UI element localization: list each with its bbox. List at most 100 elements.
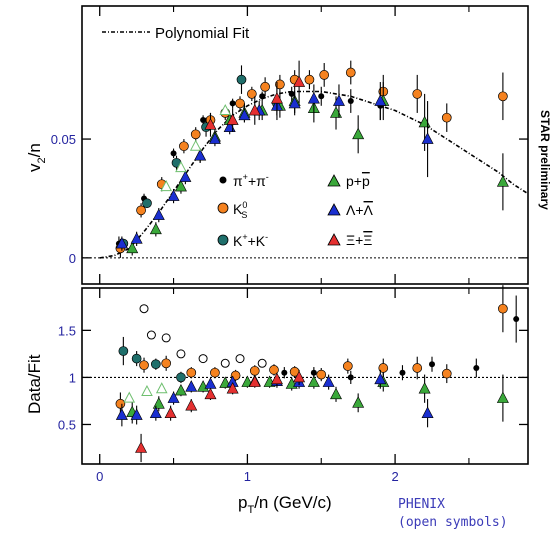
legend-label-lambda: Λ+Λ bbox=[346, 202, 374, 218]
point-proton bbox=[174, 179, 187, 192]
point-lambda bbox=[288, 96, 301, 109]
point-kshort bbox=[304, 74, 315, 85]
point-kaon bbox=[150, 359, 161, 370]
legend-marker-proton bbox=[327, 174, 341, 187]
bottom-panel-ticks: 0.5 1 1.5 0 1 2 bbox=[58, 288, 528, 484]
point-lambda bbox=[421, 132, 434, 144]
point-phenix-open bbox=[198, 354, 208, 364]
point-kshort bbox=[269, 365, 279, 375]
point-pion bbox=[310, 369, 317, 376]
point-phenix-open bbox=[189, 139, 202, 151]
point-kshort bbox=[498, 91, 508, 102]
y-tick-label: 0 bbox=[69, 251, 76, 266]
point-lambda bbox=[374, 94, 387, 106]
point-kshort bbox=[186, 367, 197, 378]
point-proton bbox=[418, 382, 431, 394]
point-pion bbox=[259, 93, 266, 100]
point-kaon bbox=[131, 353, 142, 364]
phenix-note-line2: (open symbols) bbox=[398, 515, 508, 530]
point-lambda bbox=[130, 408, 143, 420]
point-xi bbox=[164, 406, 177, 418]
point-kshort bbox=[139, 360, 149, 371]
point-xi bbox=[204, 118, 217, 130]
point-kshort bbox=[115, 398, 126, 409]
point-lambda bbox=[238, 108, 251, 121]
point-lambda bbox=[167, 189, 180, 201]
y-tick-label: 0.05 bbox=[51, 132, 76, 147]
point-kshort bbox=[316, 369, 327, 380]
point-kaon bbox=[236, 74, 247, 85]
top-ylabel: v2/n bbox=[25, 143, 48, 172]
point-pion bbox=[347, 98, 354, 105]
point-proton bbox=[330, 387, 343, 400]
y-tick-label: 1.5 bbox=[58, 323, 76, 338]
point-pion bbox=[473, 365, 480, 371]
x-tick-label: 0 bbox=[96, 469, 103, 484]
point-phenix-open bbox=[235, 354, 245, 364]
x-tick-label: 1 bbox=[244, 469, 251, 484]
point-kshort bbox=[179, 141, 189, 152]
point-kshort bbox=[275, 79, 285, 90]
point-kshort bbox=[249, 365, 260, 376]
point-phenix-open bbox=[219, 103, 232, 116]
point-lambda bbox=[115, 408, 128, 420]
point-xi bbox=[293, 75, 306, 87]
point-pion bbox=[229, 100, 236, 107]
point-kshort bbox=[190, 129, 201, 140]
point-pion bbox=[200, 117, 207, 124]
top-panel-ticks: 00.05 bbox=[51, 6, 528, 284]
point-lambda bbox=[167, 391, 180, 403]
legend-label-pion: π++π- bbox=[233, 172, 269, 189]
point-lambda bbox=[208, 132, 221, 144]
point-kaon bbox=[176, 372, 186, 383]
point-lambda bbox=[152, 208, 165, 220]
phenix-note-line1: PHENIX bbox=[398, 497, 445, 512]
point-pion bbox=[513, 316, 520, 323]
point-phenix-open bbox=[146, 330, 156, 340]
point-kshort bbox=[345, 67, 356, 78]
point-kaon bbox=[142, 198, 152, 209]
bottom-ylabel: Data/Fit bbox=[25, 354, 44, 414]
legend-label-kaon: K++K- bbox=[233, 232, 268, 249]
top-panel-marks bbox=[115, 60, 509, 258]
point-proton bbox=[126, 241, 139, 254]
point-kshort bbox=[136, 205, 146, 216]
point-proton bbox=[174, 383, 187, 396]
point-proton bbox=[149, 222, 162, 235]
point-kshort bbox=[441, 368, 452, 379]
point-lambda bbox=[307, 92, 320, 104]
point-kshort bbox=[260, 81, 270, 92]
point-kshort bbox=[412, 363, 423, 373]
point-pion bbox=[399, 369, 406, 376]
point-pion bbox=[347, 374, 354, 381]
point-kshort bbox=[342, 361, 353, 371]
point-phenix-open bbox=[161, 333, 171, 343]
fit-legend-label: Polynomial Fit bbox=[155, 25, 250, 42]
point-xi bbox=[248, 103, 261, 116]
legend-marker-kaon bbox=[217, 234, 229, 246]
point-proton bbox=[152, 397, 165, 409]
legend-marker-lambda bbox=[327, 203, 341, 216]
legend-marker-pion bbox=[219, 176, 227, 184]
star-preliminary-label: STAR preliminary bbox=[538, 110, 552, 210]
point-kshort bbox=[235, 98, 245, 109]
point-kshort bbox=[378, 363, 389, 373]
point-xi bbox=[293, 370, 306, 383]
point-lambda bbox=[322, 375, 335, 387]
point-lambda bbox=[149, 406, 162, 418]
point-lambda bbox=[179, 170, 192, 182]
point-lambda bbox=[194, 149, 207, 161]
point-kshort bbox=[246, 89, 257, 99]
point-proton bbox=[352, 396, 365, 408]
point-lambda bbox=[185, 380, 198, 392]
point-proton bbox=[496, 175, 509, 187]
point-phenix-open-tri bbox=[155, 382, 168, 394]
point-xi bbox=[270, 372, 283, 385]
point-phenix-open bbox=[139, 304, 149, 314]
point-xi bbox=[226, 382, 239, 394]
point-xi bbox=[248, 375, 261, 387]
point-phenix-open bbox=[160, 180, 173, 192]
point-phenix-open bbox=[220, 358, 230, 368]
point-phenix-open-tri bbox=[123, 391, 136, 403]
point-phenix-open bbox=[176, 349, 186, 359]
